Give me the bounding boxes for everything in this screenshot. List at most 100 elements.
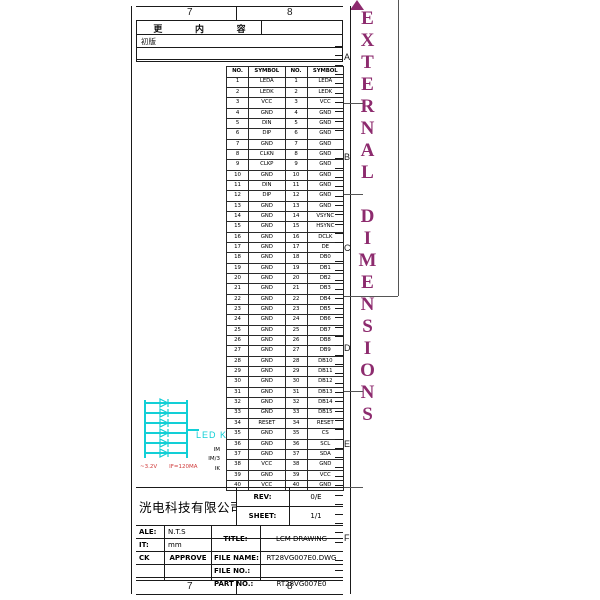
frame-tick bbox=[335, 186, 343, 187]
led-branch-1 bbox=[144, 402, 187, 404]
im-third-label: IM/3 bbox=[208, 456, 220, 463]
frame-tick bbox=[335, 270, 343, 271]
tb-vrule-b bbox=[211, 525, 212, 580]
frame-tick bbox=[335, 401, 343, 402]
pin-table-row: 18 GND 18 DB0 bbox=[226, 252, 344, 264]
frame-tick bbox=[335, 158, 343, 159]
pin-symbol-left: GND bbox=[248, 314, 286, 326]
revision-block: 更 内 容 初版 bbox=[136, 20, 343, 62]
pin-table-row: 28 GND 28 DB10 bbox=[226, 355, 344, 368]
frame-tick bbox=[335, 570, 343, 571]
pin-table-col-no-right: NO. bbox=[284, 66, 308, 78]
pin-table-row: 11 DIN 11 GND bbox=[226, 179, 344, 192]
pin-symbol-left: CLKP bbox=[248, 159, 286, 171]
frame-tick bbox=[335, 514, 343, 515]
pin-symbol-left: LEDK bbox=[248, 86, 286, 99]
pin-symbol-left: GND bbox=[248, 169, 286, 181]
led-branch-3 bbox=[144, 422, 187, 424]
pin-symbol-right: GND bbox=[306, 200, 344, 212]
frame-tick bbox=[335, 420, 343, 421]
revision-header-row: 更 内 容 bbox=[137, 22, 262, 35]
pin-symbol-left: CLKN bbox=[248, 148, 286, 161]
pin-table-row: 26 GND 26 DB8 bbox=[226, 335, 344, 347]
revision-rule-3 bbox=[137, 59, 342, 60]
tb-vrule-c bbox=[260, 525, 261, 580]
pin-table-row: 33 GND 33 DB15 bbox=[226, 407, 344, 419]
frame-bottom-line bbox=[136, 594, 343, 595]
pin-symbol-left: GND bbox=[248, 138, 286, 150]
pin-table-row: 24 GND 24 DB6 bbox=[226, 314, 344, 326]
pin-table-row: 34 RESET 34 RESET bbox=[226, 417, 344, 430]
file-name-value: RT28VG007E0.DWG bbox=[266, 554, 337, 562]
pin-table-row: 20 GND 20 DB2 bbox=[226, 273, 344, 285]
zone-row-b: B bbox=[344, 152, 351, 162]
frame-tick bbox=[335, 130, 343, 131]
pin-table-row: 38 VCC 38 GND bbox=[226, 459, 344, 471]
pin-no-left: 21 bbox=[226, 283, 249, 295]
pin-table-row: 9 CLKP 9 GND bbox=[226, 159, 344, 171]
tb-rule-3 bbox=[136, 551, 343, 552]
pin-symbol-left: GND bbox=[248, 469, 286, 481]
pin-no-right: 1 bbox=[284, 76, 308, 88]
led-branch-5 bbox=[144, 442, 187, 444]
rev-value: 0/E bbox=[310, 492, 322, 501]
pin-no-left: 7 bbox=[226, 138, 249, 150]
revision-header-2: 容 bbox=[236, 24, 246, 35]
pin-no-right: 32 bbox=[284, 397, 308, 409]
pin-symbol-left: GND bbox=[248, 221, 286, 233]
pin-symbol-right: GND bbox=[306, 479, 344, 492]
pin-no-right: 26 bbox=[284, 335, 308, 347]
pin-no-left: 24 bbox=[226, 314, 249, 326]
pin-no-right: 21 bbox=[284, 283, 308, 295]
pin-no-right: 29 bbox=[284, 366, 308, 378]
frame-tick bbox=[335, 111, 343, 112]
pin-table-row: 40 VCC 40 GND bbox=[226, 479, 344, 492]
pin-table-row: 22 GND 22 DB4 bbox=[226, 293, 344, 306]
frame-tick bbox=[335, 383, 343, 384]
revision-header-0: 更 bbox=[153, 24, 163, 35]
pin-symbol-left: GND bbox=[248, 448, 286, 461]
pin-symbol-left: GND bbox=[248, 252, 286, 264]
zone-row-e: E bbox=[344, 439, 351, 449]
frame-tick bbox=[335, 65, 343, 66]
pin-no-left: 22 bbox=[226, 293, 249, 306]
revision-rule-2 bbox=[137, 47, 342, 48]
pin-no-right: 5 bbox=[284, 117, 308, 130]
pin-symbol-left: GND bbox=[248, 293, 286, 306]
frame-tick bbox=[335, 542, 343, 543]
pin-table-row: 19 GND 19 DB1 bbox=[226, 262, 344, 275]
pin-no-left: 29 bbox=[226, 366, 249, 378]
pin-symbol-left: GND bbox=[248, 324, 286, 337]
pin-table-row: 10 GND 10 GND bbox=[226, 169, 344, 181]
banner-arrow-icon bbox=[350, 0, 364, 10]
led-bus-right bbox=[186, 400, 188, 458]
pin-symbol-left: GND bbox=[248, 200, 286, 212]
zone-leader-3 bbox=[343, 296, 398, 297]
drawing-frame-outer bbox=[131, 6, 351, 594]
frame-tick bbox=[335, 551, 343, 552]
frame-tick bbox=[335, 439, 343, 440]
zone-row-d: D bbox=[344, 343, 351, 353]
pin-no-right: 16 bbox=[284, 231, 308, 244]
led-backlight-schematic: LED K ~3.2V IF=120MA bbox=[140, 398, 240, 478]
pin-symbol-left: DIN bbox=[248, 117, 286, 130]
revision-header-1: 内 bbox=[194, 24, 204, 35]
frame-tick bbox=[335, 55, 343, 56]
pin-table-col-symbol-left: SYMBOL bbox=[248, 66, 286, 78]
frame-tick bbox=[335, 523, 343, 524]
frame-bottom-inner-line bbox=[136, 580, 343, 581]
pin-no-left: 9 bbox=[226, 159, 249, 171]
pin-symbol-left: GND bbox=[248, 304, 286, 316]
pin-symbol-left: VCC bbox=[248, 97, 286, 109]
approve-label: APPROVE bbox=[169, 554, 207, 562]
pin-symbol-left: GND bbox=[248, 407, 286, 419]
pin-no-right: 25 bbox=[284, 324, 308, 337]
sheet-value: 1/1 bbox=[310, 511, 322, 520]
pin-no-right: 33 bbox=[284, 407, 308, 419]
frame-tick bbox=[335, 46, 343, 47]
pin-table-row: 2 LEDK 2 LEDK bbox=[226, 86, 344, 99]
pin-symbol-right: DB10 bbox=[306, 355, 344, 368]
pin-symbol-left: GND bbox=[248, 355, 286, 368]
frame-tick bbox=[335, 336, 343, 337]
